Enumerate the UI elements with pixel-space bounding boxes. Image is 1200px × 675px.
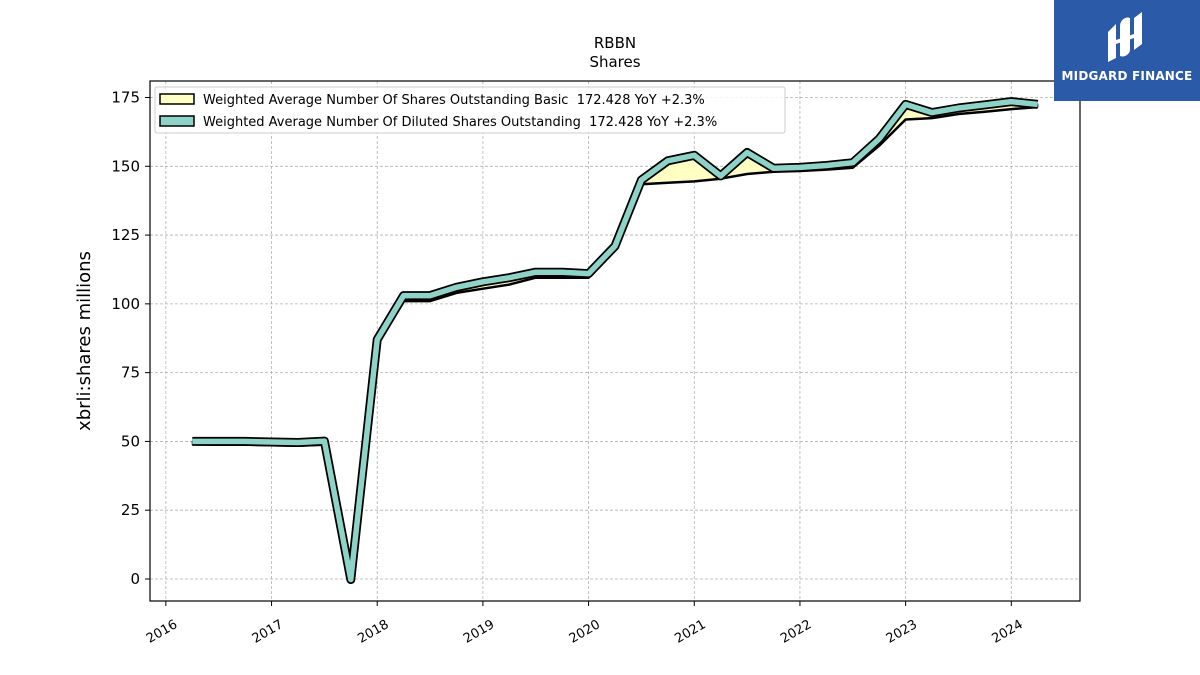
y-tick-label: 0 xyxy=(130,570,140,588)
basic-vs-diluted-band xyxy=(191,100,1039,581)
logo-text: MIDGARD FINANCE xyxy=(1061,69,1193,83)
y-tick-label: 175 xyxy=(111,89,140,107)
x-tick-label: 2021 xyxy=(672,617,708,647)
y-tick-label: 25 xyxy=(121,501,140,519)
x-tick-label: 2017 xyxy=(250,617,286,647)
chart-title: RBBN xyxy=(594,34,636,52)
series-line-diluted xyxy=(192,98,1038,583)
x-axis-ticks: 2016 2017 2018 2019 2020 2021 2022 2023 2024 xyxy=(144,601,1026,647)
y-axis-label: xbrli:shares millions xyxy=(74,251,95,431)
legend: Weighted Average Number Of Shares Outsta… xyxy=(154,86,786,134)
grid-lines xyxy=(150,81,1080,601)
midgard-finance-logo: MIDGARD FINANCE xyxy=(1054,0,1200,101)
legend-label-basic: Weighted Average Number Of Shares Outsta… xyxy=(203,93,705,108)
x-tick-label: 2018 xyxy=(355,617,391,647)
chart-subtitle: Shares xyxy=(589,53,640,71)
logo-mark-icon xyxy=(1108,12,1142,62)
x-tick-label: 2020 xyxy=(567,617,603,647)
x-tick-label: 2019 xyxy=(461,617,497,647)
y-tick-label: 75 xyxy=(121,364,140,382)
x-tick-label: 2022 xyxy=(778,617,814,647)
y-tick-label: 125 xyxy=(111,226,140,244)
plot-frame xyxy=(149,80,1081,602)
y-tick-label: 150 xyxy=(111,157,140,175)
legend-box xyxy=(154,86,786,134)
y-axis-ticks: 0 25 50 75 100 125 150 175 xyxy=(111,89,150,588)
series-line-basic xyxy=(192,105,1038,582)
y-tick-label: 50 xyxy=(121,432,140,450)
legend-swatch-diluted xyxy=(159,115,195,127)
legend-swatch-basic xyxy=(159,93,195,105)
x-tick-label: 2023 xyxy=(884,617,920,647)
series-lines xyxy=(192,97,1039,584)
legend-label-diluted: Weighted Average Number Of Diluted Share… xyxy=(203,115,717,130)
series-line-diluted-outline xyxy=(192,97,1039,584)
x-tick-label: 2024 xyxy=(989,617,1025,647)
series-fill-area xyxy=(191,100,1039,581)
x-tick-label: 2016 xyxy=(144,617,180,647)
y-tick-label: 100 xyxy=(111,295,140,313)
